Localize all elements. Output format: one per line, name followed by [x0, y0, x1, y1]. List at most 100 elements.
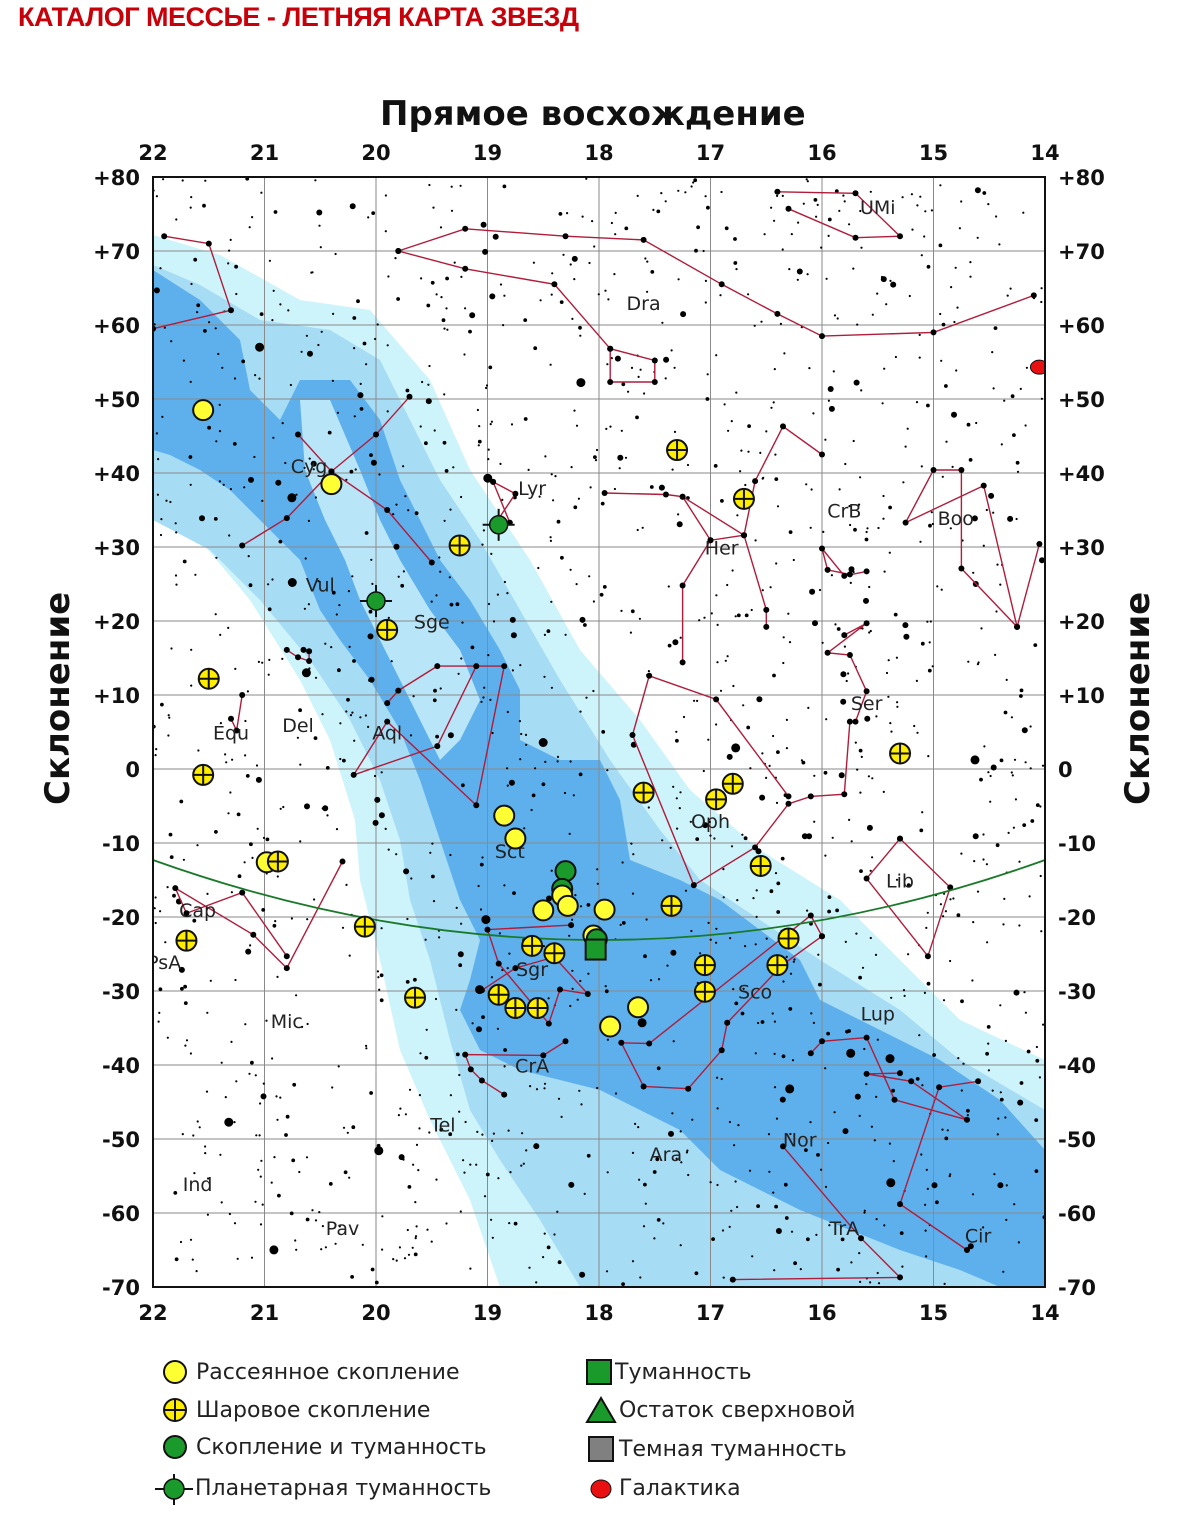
messier-globular[interactable] [732, 487, 755, 510]
star [677, 189, 680, 192]
messier-globular[interactable] [404, 986, 427, 1009]
star [888, 1142, 892, 1145]
star [537, 566, 540, 570]
star [543, 1087, 546, 1090]
messier-globular[interactable] [192, 763, 215, 786]
star [1040, 287, 1043, 290]
star [785, 955, 788, 959]
constellation-star [473, 802, 480, 809]
star [571, 317, 574, 320]
star [386, 344, 389, 347]
messier-globular[interactable] [666, 439, 689, 462]
star [785, 1084, 795, 1094]
star [378, 988, 381, 991]
constellation-star [205, 240, 212, 247]
background-stars [153, 177, 1045, 1286]
messier-globular[interactable] [376, 618, 399, 641]
star [827, 399, 831, 402]
star [204, 1152, 207, 1155]
messier-open[interactable] [192, 399, 215, 422]
star [854, 741, 857, 744]
constellation-star [819, 933, 825, 940]
star [374, 1146, 384, 1156]
star [499, 462, 502, 465]
messier-galaxy[interactable] [1029, 359, 1048, 375]
star [424, 1055, 429, 1060]
star [552, 499, 555, 502]
star [506, 592, 509, 595]
star [1002, 923, 1005, 926]
star [926, 403, 930, 408]
messier-open[interactable] [627, 996, 650, 1019]
messier-globular[interactable] [543, 942, 566, 965]
messier-open[interactable] [493, 804, 516, 827]
star [736, 514, 739, 517]
star [480, 221, 487, 228]
star [557, 1097, 561, 1100]
star [519, 758, 522, 761]
messier-globular[interactable] [766, 954, 789, 977]
star [691, 1118, 694, 1121]
star [255, 764, 259, 767]
messier-globular[interactable] [175, 929, 198, 952]
messier-globular[interactable] [660, 894, 683, 917]
star [258, 1134, 261, 1137]
star [852, 570, 855, 574]
dark-nebula-icon [588, 1436, 614, 1462]
messier-nebula[interactable] [584, 938, 607, 961]
constellation-star [434, 743, 441, 750]
constellation-star [975, 1078, 982, 1085]
star [1025, 366, 1028, 369]
messier-open[interactable] [593, 898, 616, 921]
star [586, 1153, 591, 1158]
star [941, 1128, 944, 1131]
messier-globular[interactable] [521, 934, 544, 957]
constellation-star [707, 537, 714, 544]
star [644, 257, 647, 260]
messier-globular[interactable] [749, 854, 772, 877]
messier-globular[interactable] [693, 954, 716, 977]
star [624, 226, 629, 231]
messier-globular[interactable] [889, 742, 912, 765]
messier-globular[interactable] [705, 788, 728, 811]
messier-globular[interactable] [721, 772, 744, 795]
messier-cluster-nebula[interactable] [554, 860, 577, 883]
star [995, 843, 1000, 848]
messier-globular[interactable] [526, 997, 549, 1020]
star [170, 647, 173, 650]
star [863, 1211, 866, 1214]
star [961, 999, 964, 1003]
star [792, 960, 795, 963]
star [831, 836, 834, 839]
messier-globular[interactable] [504, 997, 527, 1020]
constellation-star [729, 1276, 736, 1283]
star [930, 511, 933, 514]
constellation-star [601, 490, 608, 496]
star [439, 1127, 444, 1132]
messier-globular[interactable] [448, 534, 471, 557]
messier-open[interactable] [320, 473, 343, 496]
messier-planetary[interactable] [360, 585, 392, 618]
star [999, 1004, 1002, 1007]
star [774, 477, 779, 481]
messier-open[interactable] [556, 894, 579, 917]
constellation-star [980, 482, 987, 489]
messier-globular[interactable] [197, 667, 220, 690]
messier-open[interactable] [504, 827, 527, 850]
messier-globular[interactable] [632, 781, 655, 804]
star [460, 275, 463, 278]
star [496, 846, 499, 849]
messier-globular[interactable] [487, 983, 510, 1006]
star [827, 895, 832, 899]
star [812, 1021, 816, 1024]
messier-globular[interactable] [266, 850, 289, 873]
messier-open[interactable] [599, 1015, 622, 1038]
messier-open[interactable] [532, 899, 555, 922]
messier-globular[interactable] [353, 915, 376, 938]
star [306, 1022, 309, 1026]
messier-planetary[interactable] [482, 508, 515, 541]
star [759, 794, 766, 801]
messier-globular[interactable] [693, 980, 716, 1003]
star [686, 1149, 689, 1152]
messier-globular[interactable] [777, 927, 800, 950]
